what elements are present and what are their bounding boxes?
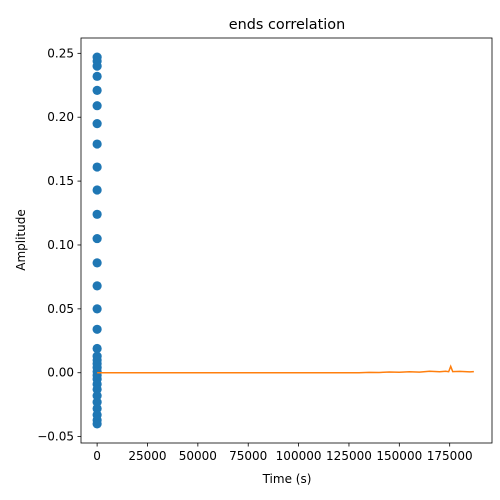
y-tick-label-2: 0.05 bbox=[47, 302, 74, 316]
y-tick-label-0: −0.05 bbox=[37, 430, 74, 444]
scatter-point-3 bbox=[93, 72, 102, 81]
x-tick-label-4: 100000 bbox=[276, 449, 322, 463]
scatter-point-4 bbox=[93, 86, 102, 95]
x-tick-label-3: 75000 bbox=[229, 449, 267, 463]
scatter-point-14 bbox=[93, 304, 102, 313]
scatter-point-2 bbox=[93, 62, 102, 71]
scatter-point-31 bbox=[93, 419, 102, 428]
scatter-point-9 bbox=[93, 185, 102, 194]
x-tick-label-7: 175000 bbox=[427, 449, 473, 463]
x-tick-label-0: 0 bbox=[93, 449, 101, 463]
x-tick-label-1: 25000 bbox=[128, 449, 166, 463]
scatter-point-10 bbox=[93, 210, 102, 219]
x-tick-label-2: 50000 bbox=[179, 449, 217, 463]
x-tick-label-6: 150000 bbox=[376, 449, 422, 463]
y-tick-label-5: 0.20 bbox=[47, 110, 74, 124]
scatter-point-12 bbox=[93, 258, 102, 267]
scatter-point-6 bbox=[93, 119, 102, 128]
scatter-point-8 bbox=[93, 162, 102, 171]
chart-title: ends correlation bbox=[229, 17, 345, 33]
y-axis-label: Amplitude bbox=[14, 209, 28, 271]
y-tick-label-3: 0.10 bbox=[47, 238, 74, 252]
scatter-point-13 bbox=[93, 281, 102, 290]
scatter-point-7 bbox=[93, 139, 102, 148]
x-axis-label: Time (s) bbox=[262, 472, 312, 486]
y-tick-label-4: 0.15 bbox=[47, 174, 74, 188]
scatter-point-15 bbox=[93, 325, 102, 334]
y-tick-label-1: 0.00 bbox=[47, 366, 74, 380]
x-tick-label-5: 125000 bbox=[326, 449, 372, 463]
y-tick-label-6: 0.25 bbox=[47, 46, 74, 60]
scatter-point-11 bbox=[93, 234, 102, 243]
scatter-point-5 bbox=[93, 101, 102, 110]
